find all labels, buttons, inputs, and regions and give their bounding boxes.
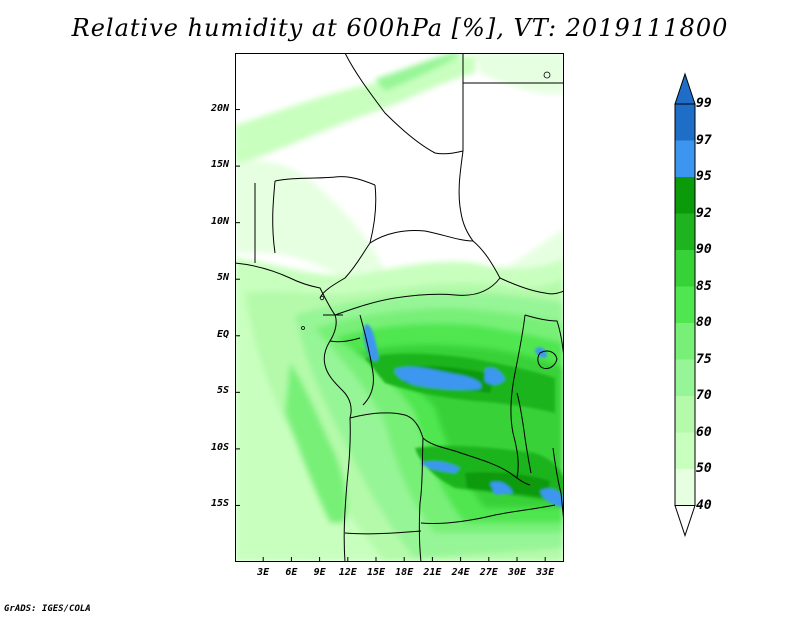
colorbar-swatch — [675, 140, 695, 177]
border-drc-east — [510, 314, 526, 479]
border-gabon-congo — [329, 337, 361, 343]
island-bioko — [301, 326, 305, 330]
humidity-region-blue-southeast — [540, 488, 564, 508]
border-niger-nigeria — [274, 176, 376, 186]
longitude-label: 30E — [507, 567, 527, 578]
colorbar-bottom-arrow — [674, 505, 696, 538]
colorbar-level-label: 80 — [696, 315, 712, 330]
longitude-label: 24E — [451, 567, 470, 578]
border-angola-drc — [349, 412, 456, 452]
longitude-label: 6E — [285, 567, 298, 578]
humidity-region-north-band-inner — [375, 53, 465, 91]
colorbar-swatch — [675, 359, 695, 396]
border-namibia — [344, 530, 422, 535]
longitude-label: 3E — [257, 567, 270, 578]
coast-feature-ne — [543, 71, 551, 79]
colorbar-swatch — [675, 469, 695, 506]
humidity-region-core-south-92 — [465, 472, 550, 498]
colorbar-top-arrow — [674, 72, 696, 105]
humidity-region-blue-center — [394, 366, 482, 390]
humidity-region-west-coast-tongue — [285, 363, 347, 523]
colorbar-level-label: 99 — [696, 96, 712, 111]
latitude-label: 10S — [210, 441, 229, 453]
colorbar-level-label: 60 — [696, 424, 712, 440]
colorbar-level-label: 92 — [696, 205, 712, 221]
colorbar-swatch — [675, 323, 695, 360]
longitude-label: 21E — [423, 567, 442, 578]
colorbar-level-label: 50 — [696, 461, 712, 476]
humidity-region-blue-west — [363, 324, 379, 362]
colorbar-level-label: 70 — [696, 388, 712, 403]
border-congo-drc — [359, 314, 374, 406]
latitude-label: 15N — [210, 159, 229, 171]
latitude-label: 5S — [216, 385, 229, 397]
colorbar-outline — [674, 103, 696, 506]
colorbar-swatch — [675, 213, 695, 250]
humidity-region-blue-south-2 — [490, 481, 513, 495]
coastline-gulf-guinea — [235, 262, 352, 419]
lake-tanganyika — [516, 392, 532, 474]
border-south-sudan-east — [499, 277, 564, 295]
footer-credit: GrADS: IGES/COLA — [4, 604, 91, 614]
colorbar-swatch — [675, 250, 695, 287]
latitude-label: 10N — [210, 215, 229, 227]
border-car-drc — [334, 277, 501, 316]
border-libya-chad — [344, 53, 464, 155]
coastline-angola — [343, 417, 351, 562]
colorbar-level-label: 85 — [696, 278, 712, 294]
humidity-map — [235, 53, 564, 562]
border-zambia-drc — [454, 450, 531, 486]
longitude-label: 33E — [536, 567, 555, 578]
latitude-label: 5N — [216, 272, 229, 284]
colorbar-swatch — [675, 104, 695, 141]
colorbar-swatch — [675, 177, 695, 214]
colorbar-swatch — [675, 396, 695, 433]
colorbar-level-label: 90 — [696, 242, 712, 257]
border-angola-zambia — [418, 437, 424, 562]
longitude-label: 12E — [338, 567, 357, 578]
colorbar-graphic — [674, 72, 696, 538]
lake-small-1 — [319, 295, 325, 301]
humidity-region-west-sahel — [235, 160, 385, 283]
humidity-region-blue-east — [485, 367, 505, 385]
longitude-label: 15E — [366, 567, 386, 578]
border-nigeria-cameroon — [272, 180, 276, 254]
map-title: Relative humidity at 600hPa [%], VT: 201… — [71, 14, 729, 42]
humidity-region-blue-south-1 — [420, 461, 460, 473]
latitude-label: EQ — [216, 328, 229, 340]
latitude-label: 15S — [210, 498, 229, 510]
border-uganda — [524, 314, 564, 359]
colorbar-level-label: 40 — [696, 497, 712, 513]
longitude-label: 27E — [479, 567, 498, 578]
border-car — [369, 230, 501, 279]
longitude-label: 9E — [313, 567, 326, 578]
colorbar-swatch — [675, 432, 695, 469]
humidity-region-north-band — [235, 55, 475, 165]
longitude-label: 18E — [395, 567, 414, 578]
border-chad-sudan — [458, 150, 474, 242]
colorbar-swatch — [675, 286, 695, 323]
humidity-region-ne-wisp — [475, 53, 564, 94]
lake-victoria — [537, 350, 558, 370]
humidity-shading-core — [363, 324, 564, 508]
border-cameroon-chad — [319, 184, 377, 299]
latitude-label: 20N — [210, 102, 229, 114]
border-zambia-south — [420, 504, 556, 524]
small-features — [301, 71, 551, 330]
map-area — [235, 53, 564, 562]
colorbar-level-label: 95 — [696, 169, 712, 184]
country-borders — [235, 53, 564, 562]
colorbar-level-label: 75 — [696, 351, 712, 367]
colorbar-level-label: 97 — [696, 132, 712, 148]
